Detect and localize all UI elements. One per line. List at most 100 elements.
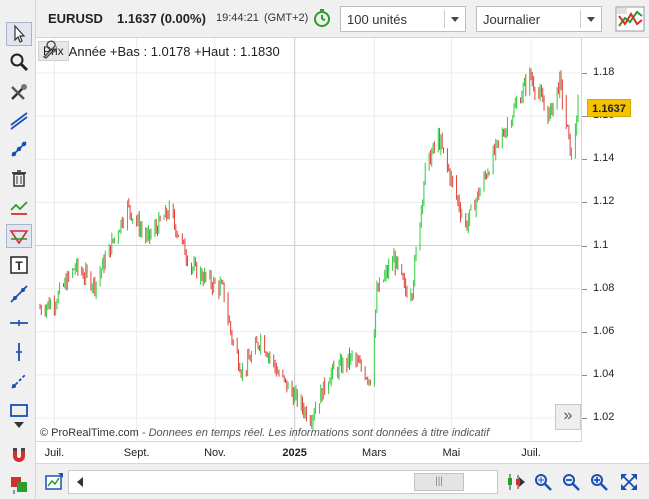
scroll-left-icon[interactable] [75, 476, 85, 488]
time-tick-label: Juil. [44, 447, 65, 459]
scroll-right-icon[interactable] [517, 476, 527, 488]
price-tick-mark [582, 418, 587, 419]
delete-drawings-button[interactable] [6, 166, 32, 190]
chart-window-icon [45, 473, 63, 490]
time-tick-label: Nov. [204, 447, 226, 459]
scroll-to-latest-button[interactable]: » [555, 404, 581, 430]
trendline-tool[interactable] [6, 108, 32, 132]
fit-chart-button[interactable] [617, 470, 641, 494]
zoom-in-button[interactable] [587, 470, 611, 494]
zoom-out-button[interactable] [559, 470, 583, 494]
chart-type-button[interactable] [502, 470, 526, 494]
time-scrollbar[interactable]: ||| [68, 470, 525, 494]
divider [580, 10, 581, 28]
text-icon: T [10, 256, 28, 274]
quantity-select[interactable]: 100 unités [340, 6, 466, 32]
time-tick-label: Juil. [521, 447, 541, 459]
price-tick-mark [582, 159, 587, 161]
price-change: 1.1637 (0.00%) [117, 11, 206, 26]
magnet-icon [13, 448, 25, 462]
year-range: Année +Bas : 1.0178 +Haut : 1.1830 [68, 43, 280, 59]
text-tool[interactable]: T [6, 253, 32, 277]
ray-tool[interactable] [6, 369, 32, 393]
triangle-tool[interactable] [6, 224, 32, 248]
chevron-down-icon [587, 17, 595, 22]
zoom-in-icon [591, 474, 608, 491]
price-tick-label: 1.08 [593, 281, 615, 294]
horizontal-line-icon [10, 320, 28, 326]
price-tick-label: 1.12 [593, 195, 615, 208]
cursor-tool[interactable] [6, 22, 32, 46]
price-tick-label: 1.1 [593, 238, 609, 251]
price-tick-mark [582, 245, 587, 247]
price-tick-mark [582, 73, 587, 74]
divider [444, 10, 445, 28]
period-select[interactable]: Journalier [476, 6, 602, 32]
arrow-down-icon [14, 422, 24, 428]
indicator-icon [10, 201, 28, 215]
time-axis[interactable]: Juil. Sept. Nov. 2025 Mars Mai Juil. [36, 441, 582, 463]
bottom-toolbar: ||| [36, 463, 649, 499]
zoom-area-icon [535, 474, 552, 491]
period-value: Journalier [483, 12, 541, 27]
price-tick-mark [582, 374, 587, 376]
time-tick-label: Sept. [123, 447, 150, 459]
open-chart-button[interactable] [42, 470, 66, 494]
tools-icon [11, 84, 27, 100]
zoom-tool[interactable] [6, 50, 32, 74]
time-tick-label: Mai [442, 447, 461, 459]
candlestick-plot[interactable] [36, 38, 582, 441]
wrench-icon[interactable] [41, 40, 61, 60]
rectangle-icon [10, 404, 28, 417]
magnet-tool[interactable] [6, 443, 32, 467]
price-tick-label: 1.02 [593, 411, 615, 423]
chevron-down-icon [451, 17, 459, 22]
data-source-note: © ProRealTime.com - Donnees en temps rée… [40, 427, 489, 439]
price-tick-label: 1.04 [593, 367, 615, 380]
chart-legend: Prix Année +Bas : 1.0178 +Haut : 1.1830 [38, 40, 280, 62]
vertical-line-tool[interactable] [6, 340, 32, 364]
time-tick-label: Mars [362, 447, 387, 459]
price-tick-mark [582, 202, 587, 204]
rectangle-tool[interactable] [6, 398, 32, 422]
price-tick-label: 1.14 [593, 152, 615, 165]
time-tick-label: 2025 [282, 447, 307, 459]
disclaimer-text: - Donnees en temps réel. Les information… [141, 427, 490, 439]
quantity-value: 100 unités [347, 12, 407, 27]
trash-icon [12, 170, 26, 187]
horizontal-line-tool[interactable] [6, 311, 32, 335]
svg-text:T: T [15, 259, 23, 273]
candles-icon [508, 474, 520, 490]
price-tick-mark [582, 331, 587, 333]
price-chart[interactable]: Prix Année +Bas : 1.0178 +Haut : 1.1830 … [36, 38, 582, 441]
zoom-area-button[interactable] [531, 470, 555, 494]
price-tick-mark [582, 288, 587, 290]
scrollbar-thumb[interactable]: ||| [414, 473, 464, 491]
instrument-symbol[interactable]: EURUSD [48, 11, 103, 26]
cursor-icon [14, 24, 26, 43]
points-icon [11, 141, 27, 157]
price-tick-label: 1.06 [593, 324, 615, 337]
copyright-text: © ProRealTime.com [40, 427, 139, 439]
zoom-out-icon [563, 474, 580, 491]
indicator-tool[interactable] [6, 195, 32, 219]
points-tool[interactable] [6, 137, 32, 161]
drawing-toolbar: T [0, 0, 36, 499]
trendline-icon [10, 112, 28, 130]
template-icon [11, 477, 27, 494]
current-price-marker: 1.1637 [587, 99, 631, 118]
more-tools-button[interactable] [6, 416, 32, 434]
line-tool[interactable] [6, 282, 32, 306]
line-icon [10, 285, 28, 303]
timezone: (GMT+2) [264, 12, 309, 24]
realtime-clock-icon [314, 9, 330, 27]
ray-icon [11, 373, 27, 389]
chart-settings-icon[interactable] [614, 4, 646, 34]
price-tick-label: 1.18 [593, 66, 615, 78]
zoom-icon [10, 53, 29, 72]
triangle-icon [9, 230, 29, 245]
price-tick-mark [582, 116, 587, 118]
tools-tool[interactable] [6, 80, 32, 104]
template-tool[interactable] [6, 472, 32, 496]
